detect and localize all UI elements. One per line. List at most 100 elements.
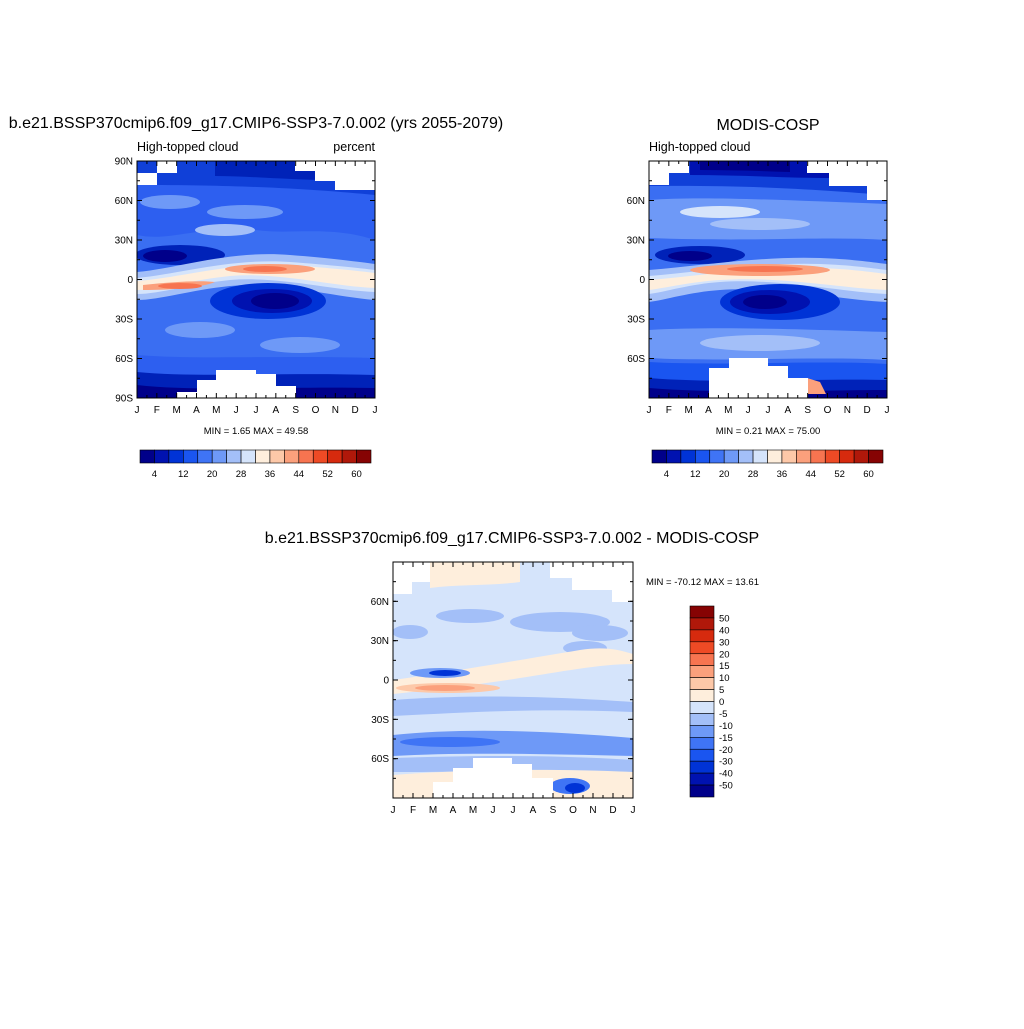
- panel-obs: MODIS-COSP High-topped cloud: [627, 117, 890, 480]
- panel-model-colorbar: 4 12 20 28 36 44 52 60: [139, 449, 372, 480]
- x-tick-label: F: [154, 405, 160, 416]
- x-tick-label: F: [666, 405, 672, 416]
- panel-diff-stats: MIN = -70.12 MAX = 13.61: [646, 577, 759, 588]
- colorbar-swatch: [767, 449, 783, 464]
- colorbar-swatch: [680, 449, 696, 464]
- x-tick-label: S: [804, 405, 811, 416]
- y-tick-label: 30S: [371, 715, 389, 726]
- y-tick-label: 30N: [371, 636, 389, 647]
- colorbar-swatch: [689, 641, 715, 655]
- colorbar-label: 28: [748, 469, 759, 480]
- colorbar-label: 52: [322, 469, 333, 480]
- colorbar-swatch: [839, 449, 855, 464]
- panel-model: b.e21.BSSP370cmip6.f09_g17.CMIP6-SSP3-7.…: [9, 115, 504, 480]
- y-tick-label: 60N: [371, 597, 389, 608]
- panel-model-title: b.e21.BSSP370cmip6.f09_g17.CMIP6-SSP3-7.…: [9, 115, 504, 132]
- colorbar-swatch: [284, 449, 300, 464]
- colorbar-label: 44: [294, 469, 305, 480]
- x-tick-label: J: [135, 405, 140, 416]
- colorbar-swatch: [689, 713, 715, 726]
- x-tick-label: O: [824, 405, 832, 416]
- colorbar-label: -5: [719, 709, 727, 720]
- colorbar-label: -10: [719, 721, 733, 732]
- colorbar-label: 30: [719, 637, 730, 648]
- colorbar-label: 44: [806, 469, 817, 480]
- colorbar-label: 12: [178, 469, 189, 480]
- colorbar-swatch: [689, 605, 715, 619]
- panel-diff-axes: J F M A M J J A S O N D J 60N 30N 0 30S 60S: [371, 561, 636, 816]
- x-tick-label: A: [784, 405, 791, 416]
- x-tick-label: J: [647, 405, 652, 416]
- x-tick-label: J: [373, 405, 378, 416]
- colorbar-swatch: [689, 665, 715, 678]
- colorbar-swatch: [689, 760, 715, 774]
- x-tick-label: A: [705, 405, 712, 416]
- y-tick-label: 30S: [115, 315, 133, 326]
- x-tick-label: A: [450, 805, 457, 816]
- colorbar-label: 20: [207, 469, 218, 480]
- panel-model-variable-label: High-topped cloud: [137, 140, 239, 154]
- panel-obs-stats: MIN = 0.21 MAX = 75.00: [716, 426, 821, 437]
- panel-model-units-label: percent: [333, 140, 375, 154]
- x-tick-label: J: [254, 405, 259, 416]
- colorbar-label: -50: [719, 781, 733, 792]
- colorbar-swatch: [211, 449, 227, 464]
- colorbar-label: 60: [863, 469, 874, 480]
- panel-obs-field: [649, 161, 887, 398]
- colorbar-swatch: [168, 449, 184, 464]
- x-tick-label: N: [844, 405, 851, 416]
- x-tick-label: N: [332, 405, 339, 416]
- x-tick-label: S: [550, 805, 557, 816]
- colorbar-swatch: [689, 689, 715, 702]
- y-tick-label: 60S: [627, 354, 645, 365]
- colorbar-label: 4: [152, 469, 157, 480]
- colorbar-label: 4: [664, 469, 669, 480]
- colorbar-label: 0: [719, 697, 724, 708]
- panel-diff-field: [393, 562, 633, 798]
- x-tick-label: J: [511, 805, 516, 816]
- panel-obs-title: MODIS-COSP: [716, 117, 819, 134]
- colorbar-swatch: [183, 449, 199, 464]
- colorbar-label: 5: [719, 685, 724, 696]
- x-tick-label: M: [469, 805, 477, 816]
- colorbar-swatch: [689, 737, 715, 750]
- colorbar-swatch: [781, 449, 797, 464]
- panel-diff-title: b.e21.BSSP370cmip6.f09_g17.CMIP6-SSP3-7.…: [265, 530, 759, 547]
- colorbar-label: 12: [690, 469, 701, 480]
- panel-obs-axes: J F M A M J J A S O N D J 60N 30N 0 30S 60S: [627, 160, 890, 416]
- x-tick-label: D: [352, 405, 359, 416]
- colorbar-swatch: [269, 449, 285, 464]
- colorbar-label: 20: [719, 649, 730, 660]
- colorbar-label: 60: [351, 469, 362, 480]
- colorbar-swatch: [689, 677, 715, 690]
- colorbar-label: 28: [236, 469, 247, 480]
- x-tick-label: F: [410, 805, 416, 816]
- x-tick-label: D: [609, 805, 616, 816]
- x-tick-label: M: [684, 405, 692, 416]
- x-tick-label: D: [864, 405, 871, 416]
- colorbar-swatch: [689, 784, 715, 798]
- colorbar-swatch: [298, 449, 314, 464]
- y-tick-label: 30N: [627, 236, 645, 247]
- colorbar-swatch: [689, 653, 715, 666]
- colorbar-swatch: [255, 449, 271, 464]
- x-tick-label: J: [746, 405, 751, 416]
- y-tick-label: 60N: [627, 196, 645, 207]
- colorbar-swatch: [197, 449, 213, 464]
- colorbar-label: -20: [719, 745, 733, 756]
- x-tick-label: M: [724, 405, 732, 416]
- colorbar-swatch: [695, 449, 711, 464]
- colorbar-swatch: [752, 449, 768, 464]
- x-tick-label: J: [491, 805, 496, 816]
- x-tick-label: J: [885, 405, 890, 416]
- x-tick-label: J: [766, 405, 771, 416]
- x-tick-label: J: [234, 405, 239, 416]
- colorbar-swatch: [810, 449, 826, 464]
- colorbar-label: 36: [777, 469, 788, 480]
- panel-model-axes: J F M A M J J A S O N D J 90N 60N 30N 0 30S 60S 90S: [115, 157, 378, 417]
- panel-diff: b.e21.BSSP370cmip6.f09_g17.CMIP6-SSP3-7.…: [265, 530, 759, 816]
- colorbar-label: 40: [719, 625, 730, 636]
- colorbar-swatch: [868, 449, 884, 464]
- x-tick-label: M: [429, 805, 437, 816]
